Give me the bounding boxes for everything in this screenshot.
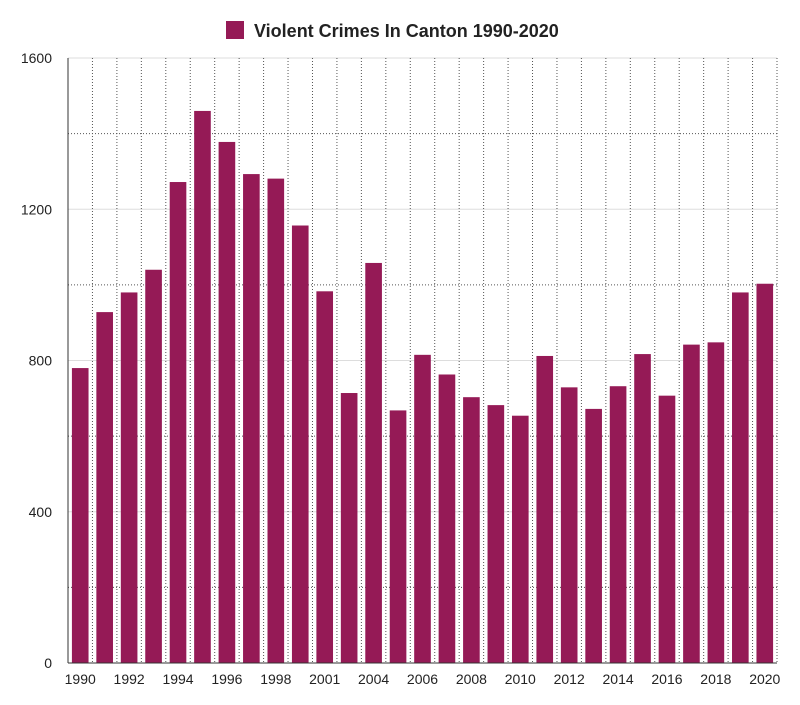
bar-1997 xyxy=(243,174,260,663)
bar-2007 xyxy=(438,374,456,663)
bar-1994 xyxy=(169,182,187,663)
bar-2006 xyxy=(414,354,431,663)
bar-2017 xyxy=(683,344,700,663)
x-axis-ticks: 1990 1992 1994 1996 1998 2001 2004 2006 2008 2010… xyxy=(65,671,781,687)
bar-2018 xyxy=(707,342,725,663)
x-tick-label: 2012 xyxy=(554,671,585,687)
bar-2015 xyxy=(634,354,651,663)
bar-2005 xyxy=(389,410,407,663)
y-tick-label: 400 xyxy=(29,504,53,520)
x-tick-label: 1994 xyxy=(162,671,193,687)
x-tick-label: 2008 xyxy=(456,671,487,687)
bar-2004 xyxy=(365,262,382,663)
bar-2016 xyxy=(658,395,676,663)
bar-1995 xyxy=(194,110,211,663)
bar-2014 xyxy=(609,386,627,663)
bar-1992 xyxy=(120,292,138,663)
legend: Violent Crimes In Canton 1990-2020 xyxy=(226,21,559,41)
x-tick-label: 1996 xyxy=(211,671,242,687)
bar-1998 xyxy=(267,178,285,663)
bar-1996 xyxy=(218,141,236,664)
bar-2010 xyxy=(511,415,529,663)
x-tick-label: 1992 xyxy=(114,671,145,687)
bar-2020 xyxy=(756,283,774,663)
bars xyxy=(71,110,774,664)
bar-1991 xyxy=(96,312,113,663)
x-tick-label: 2020 xyxy=(749,671,780,687)
x-tick-label: 2018 xyxy=(700,671,731,687)
y-tick-label: 1600 xyxy=(21,50,52,66)
x-tick-label: 2006 xyxy=(407,671,438,687)
x-tick-label: 2010 xyxy=(505,671,536,687)
bar-2008 xyxy=(463,397,480,663)
x-tick-label: 2001 xyxy=(309,671,340,687)
bar-2011 xyxy=(536,355,554,663)
y-axis-ticks: 0 400 800 1200 1600 xyxy=(21,50,52,671)
x-tick-label: 2014 xyxy=(603,671,634,687)
bar-2013 xyxy=(585,408,602,663)
y-tick-label: 1200 xyxy=(21,201,52,217)
y-tick-label: 800 xyxy=(29,353,53,369)
legend-swatch xyxy=(226,21,244,39)
axes xyxy=(67,58,777,664)
bar-2001 xyxy=(316,291,334,663)
bar-1990 xyxy=(71,368,89,663)
legend-label: Violent Crimes In Canton 1990-2020 xyxy=(254,21,559,41)
bar-2002 xyxy=(340,393,358,663)
x-tick-label: 2004 xyxy=(358,671,389,687)
bar-2019 xyxy=(732,292,749,663)
bar-2012 xyxy=(560,387,578,663)
x-tick-label: 2016 xyxy=(651,671,682,687)
x-tick-label: 1990 xyxy=(65,671,96,687)
bar-2009 xyxy=(487,405,505,663)
bar-1993 xyxy=(145,269,162,663)
bar-1999 xyxy=(291,225,309,663)
x-tick-label: 1998 xyxy=(260,671,291,687)
y-tick-label: 0 xyxy=(44,655,52,671)
